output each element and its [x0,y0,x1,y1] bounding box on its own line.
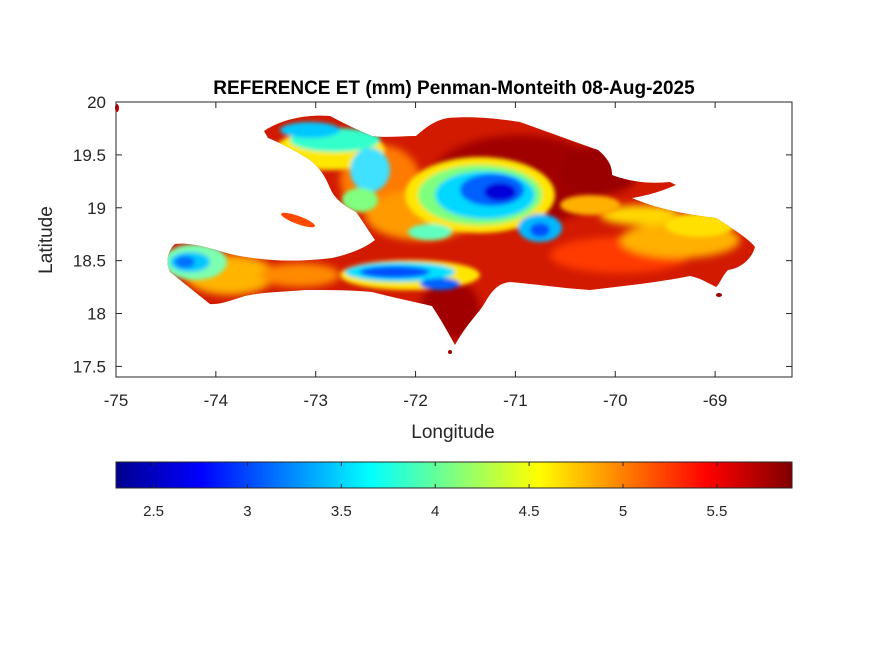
x-tick-label: -74 [204,391,229,410]
y-axis-ticks: 17.5 18 18.5 19 19.5 20 [73,93,792,376]
colorbar-tick-label: 4.5 [519,503,540,520]
x-axis-label: Longitude [411,422,494,443]
colorbar-tick-label: 5 [619,503,627,520]
y-tick-label: 19.5 [73,146,106,165]
colorbar [115,461,793,489]
y-tick-label: 17.5 [73,357,106,376]
y-tick-label: 19 [87,199,106,218]
saona-speck [716,293,722,297]
x-tick-label: -70 [603,391,628,410]
x-tick-label: -71 [503,391,528,410]
southern-speck [448,350,452,354]
colorbar-tick-label: 3 [243,503,251,520]
tortuga-island [281,212,315,228]
colorbar-tick-label: 3.5 [331,503,352,520]
colorbar-tick-label: 2.5 [143,503,164,520]
x-tick-label: -75 [104,391,129,410]
x-tick-label: -72 [403,391,428,410]
y-axis-label: Latitude [36,206,57,274]
y-tick-label: 18 [87,305,106,324]
chart-title: REFERENCE ET (mm) Penman-Monteith 08-Aug… [213,78,695,99]
colorbar-tick-label: 4 [431,503,439,520]
colorbar-ticks: 2.5 3 3.5 4 4.5 5 5.5 [143,462,727,520]
y-tick-label: 18.5 [73,252,106,271]
x-axis-ticks: -75 -74 -73 -72 -71 -70 -69 [104,102,728,410]
y-tick-label: 20 [87,93,106,112]
colorbar-tick-label: 5.5 [706,503,727,520]
x-tick-label: -69 [703,391,728,410]
x-tick-label: -73 [303,391,328,410]
